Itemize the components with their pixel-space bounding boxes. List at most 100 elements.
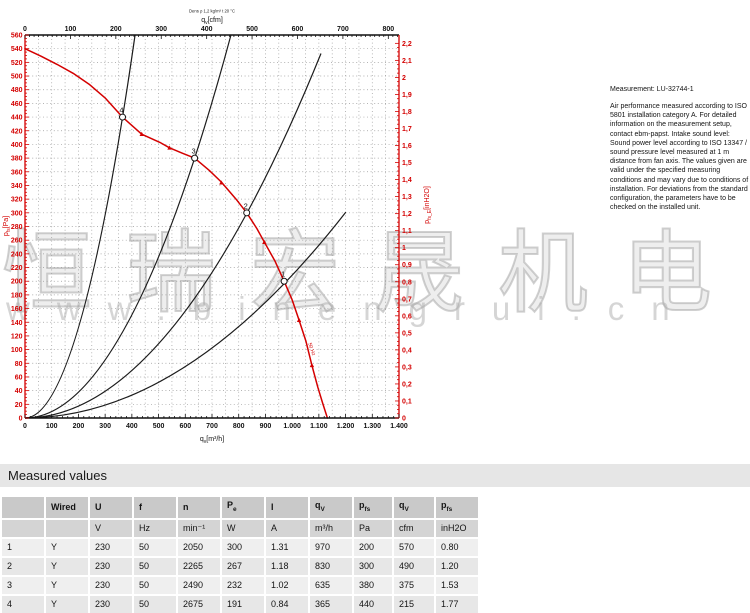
svg-text:300: 300	[155, 26, 167, 33]
svg-text:80: 80	[15, 361, 23, 368]
svg-text:1,5: 1,5	[402, 160, 412, 167]
svg-text:140: 140	[11, 320, 23, 327]
svg-text:0,3: 0,3	[402, 364, 412, 371]
svg-text:0,1: 0,1	[402, 398, 412, 405]
table-cell: 232	[222, 576, 264, 594]
operating-point	[191, 154, 199, 162]
table-cell: 2050	[178, 538, 220, 556]
svg-text:600: 600	[179, 423, 191, 430]
table-cell: 1.77	[436, 595, 478, 613]
table-cell: 191	[222, 595, 264, 613]
table-cell: 1.02	[266, 576, 308, 594]
column-header: n	[178, 497, 220, 518]
svg-text:1,3: 1,3	[402, 194, 412, 201]
svg-text:1.400: 1.400	[390, 423, 408, 430]
svg-text:1,1: 1,1	[402, 228, 412, 235]
curve-marker	[219, 180, 224, 185]
table-cell: Y	[46, 538, 88, 556]
table-cell: 4	[2, 595, 44, 613]
svg-text:1.000: 1.000	[283, 423, 301, 430]
table-cell: 267	[222, 557, 264, 575]
table-cell: 2490	[178, 576, 220, 594]
column-unit: cfm	[394, 519, 434, 537]
table-cell: 230	[90, 538, 132, 556]
chart-top-note: Dens ρ 1,2 kg/m³ t 20 °C	[189, 9, 235, 14]
column-unit: A	[266, 519, 308, 537]
column-unit: Pa	[354, 519, 392, 537]
svg-text:480: 480	[11, 87, 23, 94]
system-curve	[24, 34, 136, 419]
table-row: 2 Y 230 50 2265 267 1.18 830 300 490 1.20	[2, 557, 478, 575]
svg-text:240: 240	[11, 251, 23, 258]
svg-text:220: 220	[11, 265, 23, 272]
svg-text:260: 260	[11, 238, 23, 245]
section-title: Measured values	[8, 468, 107, 483]
svg-text:200: 200	[110, 26, 122, 33]
svg-text:400: 400	[201, 26, 213, 33]
svg-text:0,2: 0,2	[402, 381, 412, 388]
svg-text:0: 0	[23, 423, 27, 430]
svg-text:120: 120	[11, 333, 23, 340]
svg-text:100: 100	[46, 423, 58, 430]
svg-text:560: 560	[11, 33, 23, 40]
svg-text:440: 440	[11, 115, 23, 122]
column-header	[2, 497, 44, 518]
svg-text:1,6: 1,6	[402, 143, 412, 150]
operating-point-label: 1	[281, 270, 285, 279]
column-unit: inH2O	[436, 519, 478, 537]
table-cell: 2265	[178, 557, 220, 575]
table-cell: 3	[2, 576, 44, 594]
svg-text:60: 60	[15, 374, 23, 381]
svg-text:400: 400	[126, 423, 138, 430]
table-cell: 2675	[178, 595, 220, 613]
column-header: qV	[310, 497, 352, 518]
table-cell: 0.80	[436, 538, 478, 556]
svg-text:460: 460	[11, 101, 23, 108]
svg-text:2: 2	[402, 75, 406, 82]
svg-text:2,1: 2,1	[402, 58, 412, 65]
right-axis-title: pfs_E[inH2O]	[424, 186, 433, 224]
svg-text:0,5: 0,5	[402, 330, 412, 337]
svg-text:180: 180	[11, 292, 23, 299]
operating-point	[280, 277, 288, 285]
table-cell: 1	[2, 538, 44, 556]
column-unit	[2, 519, 44, 537]
fan-curve-markers	[139, 131, 315, 368]
column-header: Pe	[222, 497, 264, 518]
svg-text:540: 540	[11, 46, 23, 53]
curve-marker	[167, 145, 172, 150]
table-cell: 1.31	[266, 538, 308, 556]
measurement-title: Measurement: LU-32744-1	[610, 86, 694, 93]
table-cell: 380	[354, 576, 392, 594]
column-header: qV	[394, 497, 434, 518]
column-header: U	[90, 497, 132, 518]
column-unit: Hz	[134, 519, 176, 537]
column-header: pfs	[436, 497, 478, 518]
top-axis-title: qv[cfm]	[201, 17, 223, 26]
svg-text:300: 300	[11, 210, 23, 217]
svg-text:20: 20	[15, 402, 23, 409]
table-cell: 570	[394, 538, 434, 556]
svg-text:360: 360	[11, 169, 23, 176]
table-cell: 50	[134, 538, 176, 556]
bottom-axis-title: qv[m³/h]	[200, 436, 224, 445]
svg-text:100: 100	[11, 347, 23, 354]
table-cell: 230	[90, 576, 132, 594]
svg-text:0,9: 0,9	[402, 262, 412, 269]
table-cell: 2	[2, 557, 44, 575]
svg-text:500: 500	[11, 74, 23, 81]
table-cell: 1.18	[266, 557, 308, 575]
svg-text:1.100: 1.100	[310, 423, 328, 430]
svg-text:400: 400	[11, 142, 23, 149]
column-header: I	[266, 497, 308, 518]
svg-text:420: 420	[11, 128, 23, 135]
svg-text:380: 380	[11, 156, 23, 163]
svg-text:0: 0	[19, 416, 23, 423]
operating-points: 1 2 3 4	[119, 106, 288, 285]
column-unit: min⁻¹	[178, 519, 220, 537]
table-cell: 970	[310, 538, 352, 556]
table-cell: 830	[310, 557, 352, 575]
